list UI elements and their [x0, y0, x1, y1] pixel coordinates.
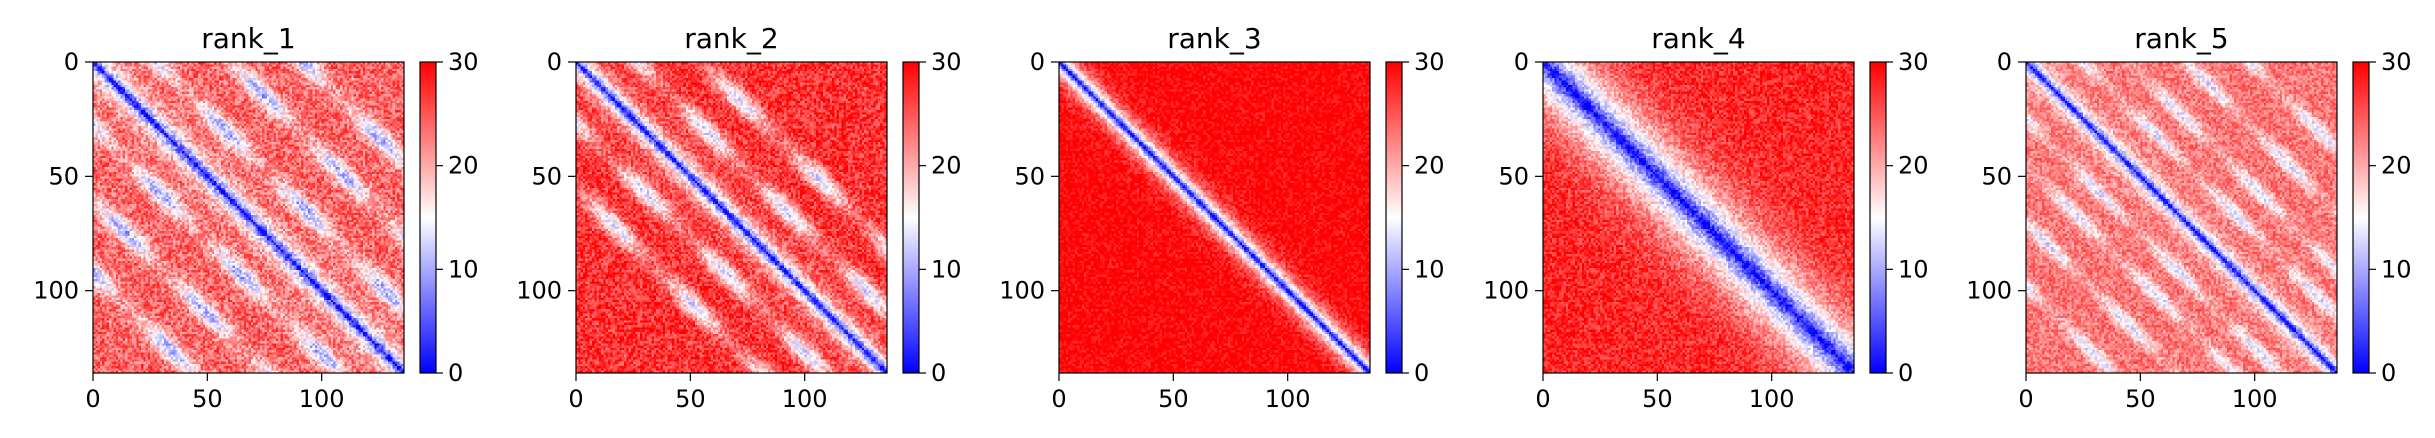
panel-title: rank_5	[2134, 22, 2228, 55]
colorbar-tick-label: 30	[2381, 48, 2412, 76]
heatmap-image	[93, 62, 404, 373]
colorbar-tick-label: 20	[1898, 152, 1929, 180]
x-tick-label: 50	[675, 385, 706, 413]
colorbar	[1870, 62, 1886, 373]
plot-frame	[2025, 61, 2338, 374]
x-tick-label: 0	[2018, 385, 2033, 413]
x-tick-label: 50	[1642, 385, 1673, 413]
panel-4: rank_4 0 50 100 0 50 100 0 10 20 30	[1483, 22, 1928, 413]
colorbar-tick-label: 0	[1898, 359, 1913, 387]
colorbar	[903, 62, 919, 373]
colorbar-tick-label: 30	[1898, 48, 1929, 76]
x-tick-label: 100	[782, 385, 828, 413]
x-tick-label: 100	[2232, 385, 2278, 413]
y-tick-label: 50	[1981, 162, 2012, 190]
x-tick-label: 100	[299, 385, 345, 413]
colorbar-tick-label: 30	[448, 48, 479, 76]
panel-title: rank_1	[201, 22, 295, 55]
y-tick-label: 50	[531, 162, 562, 190]
x-tick-label: 50	[1158, 385, 1189, 413]
y-tick-label: 100	[516, 277, 562, 305]
colorbar-tick-label: 20	[448, 152, 479, 180]
plot-frame	[1542, 61, 1855, 374]
y-tick-label: 0	[547, 48, 562, 76]
colorbar-tick-label: 20	[1414, 152, 1445, 180]
colorbar-frame	[1869, 61, 1887, 374]
colorbar-tick-label: 20	[2381, 152, 2412, 180]
colorbar-tick-label: 20	[931, 152, 962, 180]
colorbar	[2353, 62, 2369, 373]
colorbar	[1386, 62, 1402, 373]
x-tick-label: 50	[192, 385, 223, 413]
colorbar-tick-label: 10	[2381, 255, 2412, 283]
x-tick-label: 0	[85, 385, 100, 413]
colorbar-tick-label: 10	[1414, 255, 1445, 283]
colorbar-tick-label: 10	[1898, 255, 1929, 283]
colorbar-tick-label: 30	[931, 48, 962, 76]
y-tick-label: 0	[1030, 48, 1045, 76]
y-tick-label: 100	[33, 277, 79, 305]
x-tick-label: 50	[2125, 385, 2156, 413]
heatmap-image	[1543, 62, 1854, 373]
panel-5: rank_5 0 50 100 0 50 100 0 10 20 30	[1966, 22, 2411, 413]
colorbar-tick-label: 0	[931, 359, 946, 387]
colorbar-frame	[419, 61, 437, 374]
panel-3: rank_3 0 50 100 0 50 100 0 10 20 30	[999, 22, 1444, 413]
colorbar-tick-label: 0	[2381, 359, 2396, 387]
y-tick-label: 100	[1483, 277, 1529, 305]
x-tick-label: 0	[1051, 385, 1066, 413]
colorbar-tick-label: 0	[1414, 359, 1429, 387]
panel-title: rank_2	[684, 22, 778, 55]
colorbar-frame	[1385, 61, 1403, 374]
panel-2: rank_2 0 50 100 0 50 100 0 10 20 30	[516, 22, 961, 413]
panel-1: rank_1 0 50 100 0 50 100 0 10 20 30	[33, 22, 478, 413]
y-tick-label: 0	[1997, 48, 2012, 76]
x-tick-label: 100	[1265, 385, 1311, 413]
y-tick-label: 50	[1014, 162, 1045, 190]
x-tick-label: 0	[568, 385, 583, 413]
colorbar-tick-label: 0	[448, 359, 463, 387]
y-tick-label: 0	[64, 48, 79, 76]
x-tick-label: 0	[1535, 385, 1550, 413]
heatmap-image	[576, 62, 887, 373]
y-tick-label: 0	[1514, 48, 1529, 76]
y-tick-label: 50	[48, 162, 79, 190]
plot-frame	[1058, 61, 1371, 374]
x-tick-label: 100	[1749, 385, 1795, 413]
colorbar-tick-label: 10	[448, 255, 479, 283]
y-tick-label: 100	[999, 277, 1045, 305]
panel-title: rank_4	[1651, 22, 1745, 55]
colorbar-tick-label: 30	[1414, 48, 1445, 76]
heatmap-image	[1059, 62, 1370, 373]
colorbar-tick-label: 10	[931, 255, 962, 283]
colorbar-frame	[902, 61, 920, 374]
y-tick-label: 100	[1966, 277, 2012, 305]
colorbar	[420, 62, 436, 373]
y-tick-label: 50	[1498, 162, 1529, 190]
plot-frame	[575, 61, 888, 374]
colorbar-frame	[2352, 61, 2370, 374]
heatmap-image	[2026, 62, 2337, 373]
plot-frame	[92, 61, 405, 374]
panel-title: rank_3	[1167, 22, 1261, 55]
